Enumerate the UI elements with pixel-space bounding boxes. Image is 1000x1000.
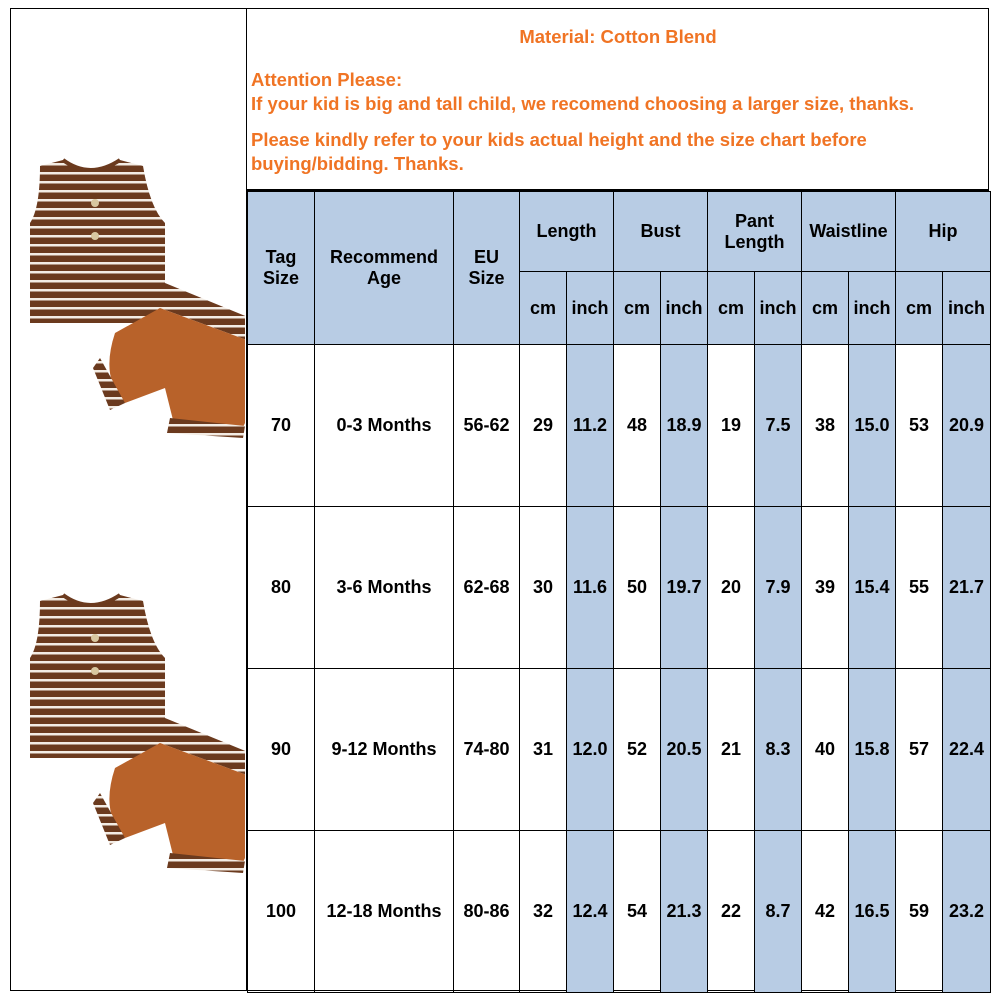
notes-panel: Material: Cotton Blend Attention Please:… [247,8,989,191]
size-table: Tag Size Recommend Age EU Size Length Bu… [247,191,992,993]
header-unit-cm: cm [519,271,567,345]
cell-waist-inch: 16.5 [847,830,897,993]
cell-bust-cm: 48 [613,344,661,507]
header-bust: Bust [613,191,708,272]
cell-pant-cm: 21 [707,668,755,831]
cell-pant-inch: 8.7 [754,830,802,993]
table-row: 70 0-3 Months 56-62 29 11.2 48 18.9 19 7.5 38 15.0… [247,344,992,507]
cell-pant-cm: 19 [707,344,755,507]
header-unit-inch: inch [660,271,708,345]
cell-hip-cm: 59 [895,830,944,993]
header-eu-size: EU Size [453,191,520,345]
cell-waist-inch: 15.0 [847,344,897,507]
cell-waist-cm: 40 [801,668,849,831]
header-unit-cm: cm [613,271,661,345]
cell-bust-cm: 54 [613,830,661,993]
cell-eu-size: 56-62 [453,344,520,507]
cell-waist-inch: 15.4 [847,506,897,669]
cell-recommend-age: 9-12 Months [314,668,454,831]
cell-waist-inch: 15.8 [847,668,897,831]
cell-tag-size: 100 [247,830,315,993]
cell-pant-cm: 22 [707,830,755,993]
cell-recommend-age: 0-3 Months [314,344,454,507]
table-row: 100 12-18 Months 80-86 32 12.4 54 21.3 22 8.7 42 1… [247,830,992,993]
header-hip: Hip [895,191,992,272]
material-text: Material: Cotton Blend [519,26,717,47]
header-pant-length: Pant Length [707,191,802,272]
cell-length-cm: 31 [519,668,567,831]
refer-text: Please kindly refer to your kids actual … [251,129,867,174]
header-unit-cm: cm [801,271,849,345]
cell-length-inch: 12.4 [566,830,614,993]
cell-length-inch: 11.2 [566,344,614,507]
header-unit-inch: inch [566,271,614,345]
cell-tag-size: 80 [247,506,315,669]
cell-tag-size: 70 [247,344,315,507]
header-unit-inch: inch [847,271,897,345]
cell-hip-inch: 22.4 [942,668,992,831]
cell-hip-inch: 20.9 [942,344,992,507]
cell-length-inch: 11.6 [566,506,614,669]
cell-recommend-age: 12-18 Months [314,830,454,993]
cell-bust-inch: 19.7 [660,506,708,669]
cell-bust-cm: 52 [613,668,661,831]
table-row: 80 3-6 Months 62-68 30 11.6 50 19.7 20 7.9 39 15.4… [247,506,992,669]
header-recommend-age: Recommend Age [314,191,454,345]
cell-eu-size: 80-86 [453,830,520,993]
cell-bust-cm: 50 [613,506,661,669]
attention-text: If your kid is big and tall child, we re… [251,93,915,114]
cell-length-inch: 12.0 [566,668,614,831]
cell-bust-inch: 20.5 [660,668,708,831]
cell-length-cm: 29 [519,344,567,507]
cell-bust-inch: 18.9 [660,344,708,507]
cell-hip-inch: 21.7 [942,506,992,669]
cell-waist-cm: 38 [801,344,849,507]
cell-length-cm: 32 [519,830,567,993]
cell-eu-size: 74-80 [453,668,520,831]
cell-pant-inch: 7.5 [754,344,802,507]
header-length: Length [519,191,614,272]
cell-pant-cm: 20 [707,506,755,669]
header-unit-inch: inch [942,271,992,345]
header-unit-inch: inch [754,271,802,345]
cell-eu-size: 62-68 [453,506,520,669]
header-unit-cm: cm [895,271,944,345]
cell-waist-cm: 39 [801,506,849,669]
cell-hip-cm: 55 [895,506,944,669]
product-image-outfit [28,593,245,873]
cell-length-cm: 30 [519,506,567,669]
cell-recommend-age: 3-6 Months [314,506,454,669]
cell-hip-cm: 57 [895,668,944,831]
cell-bust-inch: 21.3 [660,830,708,993]
cell-hip-inch: 23.2 [942,830,992,993]
cell-pant-inch: 8.3 [754,668,802,831]
table-row: 90 9-12 Months 74-80 31 12.0 52 20.5 21 8.3 40 15.… [247,668,992,831]
product-images-column [10,8,247,991]
product-image-outfit [28,158,245,438]
cell-tag-size: 90 [247,668,315,831]
attention-title: Attention Please: [251,69,403,90]
header-unit-cm: cm [707,271,755,345]
attention-block: Attention Please: If your kid is big and… [251,68,914,116]
cell-waist-cm: 42 [801,830,849,993]
cell-pant-inch: 7.9 [754,506,802,669]
cell-hip-cm: 53 [895,344,944,507]
header-tag-size: Tag Size [247,191,315,345]
header-waistline: Waistline [800,191,897,272]
